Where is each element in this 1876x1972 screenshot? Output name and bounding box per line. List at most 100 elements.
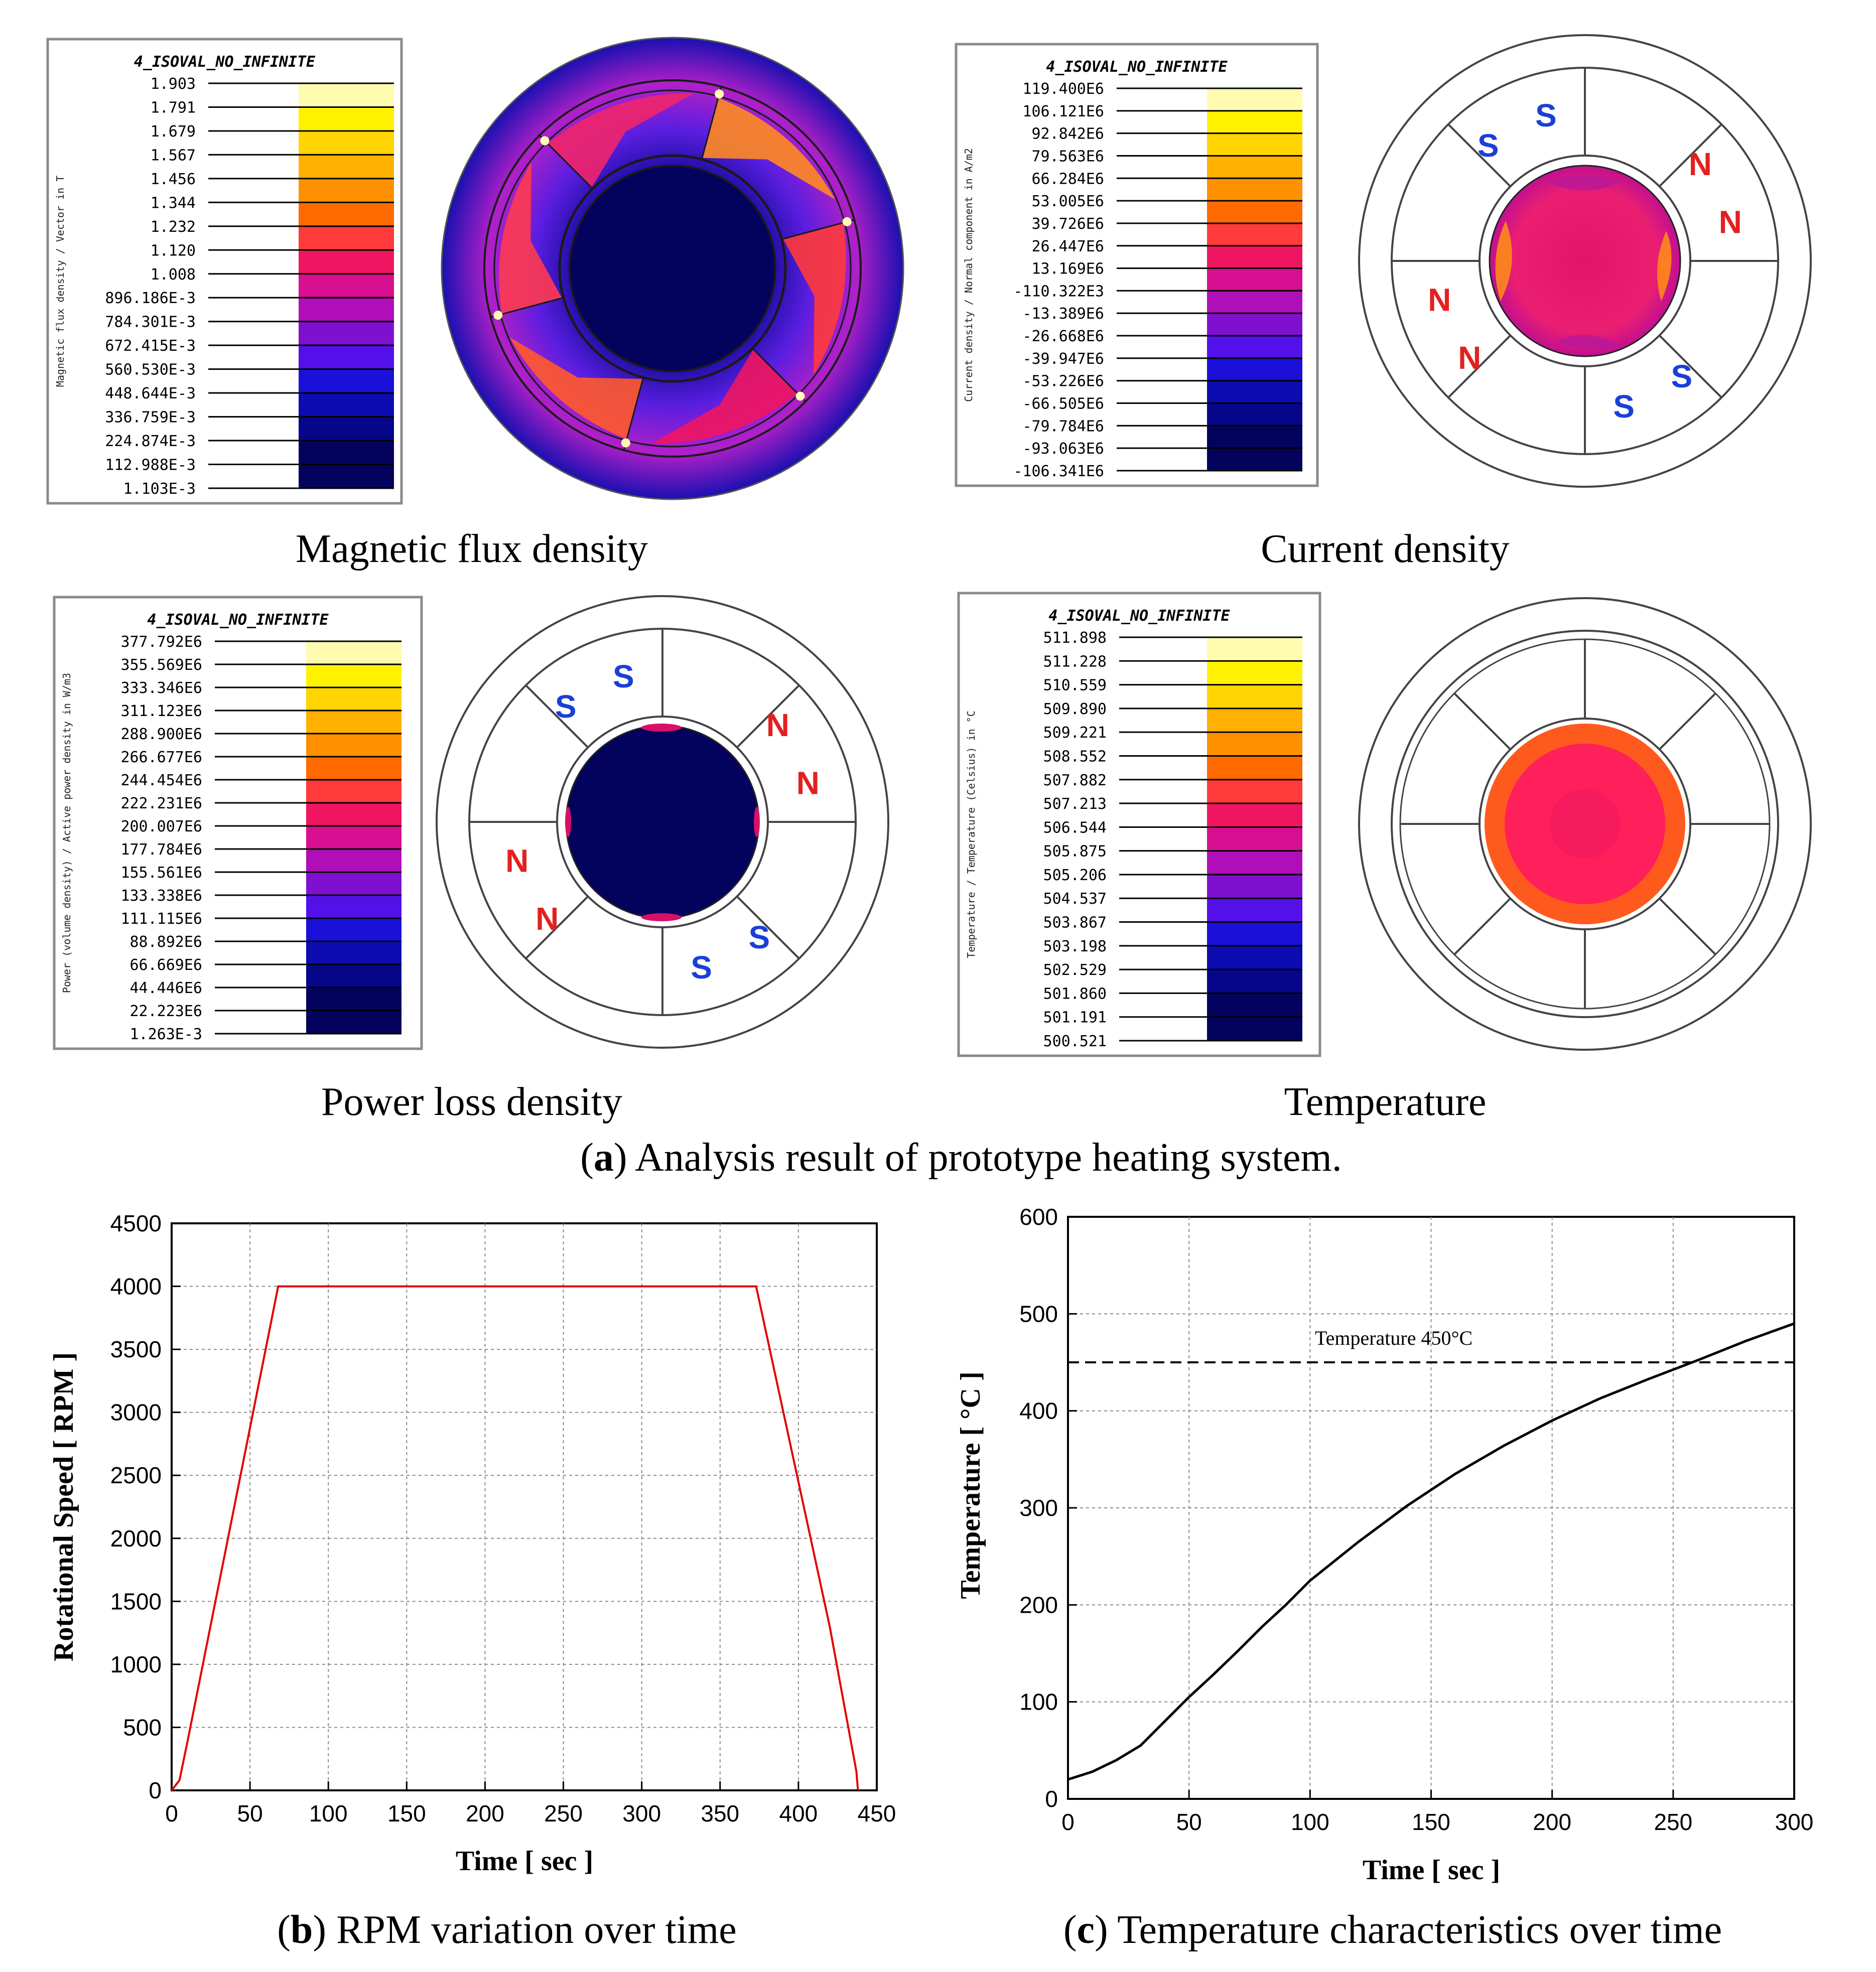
legend-level-label: 503.867 bbox=[1043, 914, 1107, 932]
legend-color-band bbox=[306, 641, 401, 665]
x-tick-label: 200 bbox=[466, 1800, 504, 1826]
flux-caption: Magnetic flux density bbox=[296, 527, 648, 571]
legend-level-label: -66.505E6 bbox=[1022, 395, 1104, 413]
legend-color-band bbox=[299, 416, 394, 441]
legend-level-label: 224.874E-3 bbox=[105, 433, 196, 450]
legend-level-label: 222.231E6 bbox=[120, 795, 202, 812]
stator-spoke bbox=[1659, 335, 1722, 398]
legend-title: 4_ISOVAL_NO_INFINITE bbox=[1046, 58, 1228, 76]
legend-level-label: -79.784E6 bbox=[1022, 417, 1104, 435]
panel-a-caption: (a) Analysis result of prototype heating… bbox=[580, 1136, 1342, 1180]
y-tick-label: 500 bbox=[123, 1714, 162, 1740]
legend-color-band bbox=[306, 664, 401, 688]
legend-level-label: 1.567 bbox=[151, 147, 196, 164]
north-pole-label: N bbox=[1458, 340, 1481, 376]
legend-level-label: -13.389E6 bbox=[1022, 305, 1104, 323]
stator-spoke bbox=[782, 219, 855, 240]
legend-level-label: 39.726E6 bbox=[1032, 215, 1105, 233]
legend-color-band bbox=[1207, 898, 1302, 923]
legend-color-band bbox=[1207, 684, 1302, 709]
rpm-plot-frame bbox=[171, 1222, 878, 1791]
legend-level-label: 26.447E6 bbox=[1032, 238, 1105, 255]
legend-color-band bbox=[1207, 291, 1302, 314]
legend-level-label: -39.947E6 bbox=[1022, 350, 1104, 368]
x-tick-label: 50 bbox=[1176, 1809, 1202, 1835]
legend-color-band bbox=[306, 895, 401, 919]
legend-axis-label: Power (volume density) / Active power de… bbox=[61, 673, 73, 993]
legend-color-band bbox=[299, 155, 394, 179]
legend-color-band bbox=[1207, 803, 1302, 827]
south-pole-label: S bbox=[1478, 127, 1499, 164]
legend-color-band bbox=[1207, 178, 1302, 201]
x-tick-label: 200 bbox=[1533, 1809, 1571, 1835]
legend-color-band bbox=[299, 83, 394, 107]
legend-color-band bbox=[299, 178, 394, 203]
x-tick-label: 300 bbox=[1775, 1809, 1814, 1835]
legend-color-band bbox=[306, 687, 401, 711]
legend-level-label: 133.338E6 bbox=[120, 887, 202, 905]
y-tick-label: 4000 bbox=[110, 1274, 162, 1300]
temperature-legend: 4_ISOVAL_NO_INFINITE 511.898 511.228 510.55… bbox=[957, 592, 1321, 1057]
legend-level-label: -93.063E6 bbox=[1022, 440, 1104, 458]
stator-spoke bbox=[1659, 692, 1716, 750]
legend-level-label: 106.121E6 bbox=[1022, 103, 1104, 120]
y-tick-label: 4500 bbox=[110, 1210, 162, 1236]
legend-level-label: 501.860 bbox=[1043, 985, 1107, 1003]
stator-spoke bbox=[753, 349, 807, 402]
legend-color-band bbox=[1207, 426, 1302, 449]
legend-level-label: 1.232 bbox=[151, 218, 196, 236]
legend-color-band bbox=[299, 321, 394, 346]
x-tick-label: 0 bbox=[1061, 1809, 1075, 1835]
legend-level-label: 44.446E6 bbox=[130, 979, 203, 997]
legend-color-band bbox=[1207, 245, 1302, 269]
south-pole-label: S bbox=[691, 949, 712, 985]
legend-level-label: 1.456 bbox=[151, 171, 196, 188]
legend-level-label: 1.103E-3 bbox=[123, 480, 196, 498]
y-tick-label: 2500 bbox=[110, 1462, 162, 1488]
flux-peak-spot bbox=[540, 136, 550, 146]
stator-spoke bbox=[1659, 123, 1722, 187]
legend-level-label: 505.206 bbox=[1043, 867, 1107, 884]
rpm-series-line bbox=[171, 1285, 859, 1791]
legend-level-label: 22.223E6 bbox=[130, 1003, 203, 1020]
south-pole-label: S bbox=[1671, 358, 1692, 394]
legend-level-label: 200.007E6 bbox=[120, 818, 202, 835]
legend-color-band bbox=[1207, 403, 1302, 426]
temp-y-axis-label: Temperature [ °C ] bbox=[955, 1371, 986, 1599]
legend-color-band bbox=[1207, 448, 1302, 471]
legend-level-label: 88.892E6 bbox=[130, 933, 203, 951]
x-tick-label: 50 bbox=[237, 1800, 263, 1826]
south-pole-label: S bbox=[1613, 388, 1635, 425]
stator-spoke bbox=[525, 896, 589, 959]
y-tick-label: 100 bbox=[1019, 1689, 1058, 1715]
legend-color-band bbox=[299, 369, 394, 393]
legend-color-band bbox=[306, 780, 401, 803]
legend-level-label: 508.552 bbox=[1043, 748, 1107, 765]
legend-color-band bbox=[299, 345, 394, 370]
flux-density-map bbox=[441, 37, 904, 500]
legend-color-band bbox=[1207, 110, 1302, 134]
legend-level-label: 177.784E6 bbox=[120, 841, 202, 859]
legend-color-band bbox=[299, 464, 394, 489]
legend-level-label: 288.900E6 bbox=[120, 726, 202, 743]
legend-level-label: 507.213 bbox=[1043, 795, 1107, 813]
y-tick-label: 400 bbox=[1019, 1398, 1058, 1424]
stator-spoke bbox=[525, 684, 589, 748]
temp-450-annotation: Temperature 450°C bbox=[1315, 1327, 1472, 1349]
legend-level-label: -106.341E6 bbox=[1013, 463, 1104, 480]
legend-color-band bbox=[306, 826, 401, 850]
legend-level-label: 1.791 bbox=[151, 99, 196, 116]
temperature-chart: 0 50 100 150 200 250 300 0 100 200 300 400 500 600 Te… bbox=[955, 1204, 1813, 1952]
panel-a-analysis: 4_ISOVAL_NO_INFINITE 1.903 1.791 1.679 1.567… bbox=[46, 34, 1812, 1180]
y-tick-label: 0 bbox=[1045, 1786, 1058, 1812]
legend-level-label: 511.898 bbox=[1043, 629, 1107, 647]
legend-color-band bbox=[306, 849, 401, 873]
temperature-caption: Temperature bbox=[1284, 1080, 1486, 1124]
legend-color-band bbox=[299, 107, 394, 131]
stator-spoke bbox=[490, 297, 563, 318]
legend-color-band bbox=[299, 130, 394, 155]
stator-spoke bbox=[1659, 898, 1716, 955]
legend-level-label: -26.668E6 bbox=[1022, 328, 1104, 345]
